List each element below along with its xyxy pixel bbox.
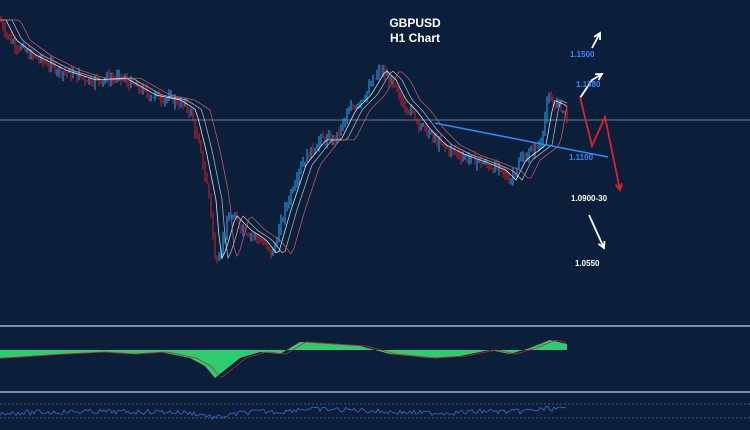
level-label: 1.1500 (570, 50, 595, 59)
down-arrow-head (597, 240, 606, 250)
level-label: 1.0550 (575, 259, 600, 268)
indicator-line (0, 406, 567, 420)
level-label: 1.1380 (576, 80, 601, 89)
up-arrow-head (594, 73, 604, 81)
up-arrow-head (593, 31, 601, 41)
bearish-scenario-arrow (579, 96, 621, 191)
moving-average-line (0, 19, 568, 260)
level-label: 1.0900-30 (571, 194, 608, 203)
moving-average-line (0, 19, 568, 257)
moving-average-line (0, 19, 568, 260)
chart-subtitle: H1 Chart (389, 31, 440, 45)
oscillator-histogram (0, 340, 567, 378)
up-arrow (579, 73, 603, 99)
chart-title: GBPUSD (389, 16, 441, 30)
oscillator-signal-line (0, 339, 567, 378)
trendline (434, 122, 609, 158)
down-arrow (588, 214, 605, 249)
level-label: 1.1100 (569, 153, 594, 162)
up-arrow (591, 32, 601, 49)
bearish-scenario-arrow-head (614, 183, 623, 192)
